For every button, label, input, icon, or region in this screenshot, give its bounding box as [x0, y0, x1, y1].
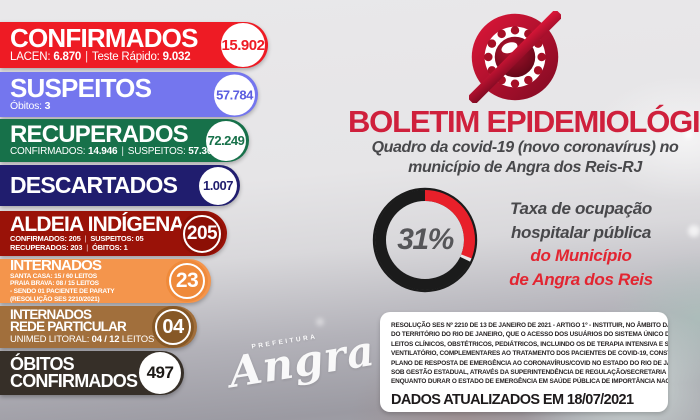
row-subtitle: Óbitos: 3 — [10, 100, 206, 112]
detail-value: 05 — [135, 234, 144, 244]
occupancy-line1: Taxa de ocupação — [510, 199, 652, 218]
detail-value: 3 — [44, 100, 51, 113]
occupancy-donut-gauge: 31% — [371, 186, 479, 294]
separator: | — [86, 243, 88, 253]
stat-row-internados: INTERNADOS SANTA CASA: 15 / 60 LEITOS PR… — [0, 256, 211, 303]
row-title: CONFIRMADOS — [10, 23, 198, 54]
badge-number: 23 — [175, 269, 199, 292]
row-subtitle: - SENDO 01 PACIENTE DE PARATY — [10, 287, 115, 295]
detail-value: 6.870 — [53, 50, 82, 63]
stat-row-internados-particular: INTERNADOS REDE PARTICULAR UNIMED LITORA… — [0, 306, 197, 348]
detail-value: 14.946 — [87, 146, 118, 158]
occupancy-label: Taxa de ocupação hospitalar pública do M… — [486, 197, 676, 291]
bokeh-dot — [688, 225, 700, 237]
row-title: DESCARTADOS — [10, 171, 178, 198]
separator: | — [84, 234, 87, 244]
row-subtitle: (RESOLUÇÃO SES 2210/2021) — [10, 295, 100, 303]
detail-value: 57.303 — [188, 146, 218, 158]
occupancy-line2: hospitalar pública — [510, 222, 652, 242]
count-badge: 57.784 — [214, 74, 255, 115]
no-virus-icon — [466, 8, 564, 106]
row-subtitle: SANTA CASA: 15 / 60 LEITOS — [10, 272, 98, 280]
row-subtitle: UNIMED LITORAL: 04 / 12 LEITOS — [10, 334, 154, 346]
detail-label: LACEN: — [10, 50, 54, 63]
count-badge: 15.902 — [221, 23, 265, 67]
stat-row-suspeitos: SUSPEITOS Óbitos: 3 57.784 — [0, 72, 258, 117]
count-badge: 1.007 — [199, 166, 237, 205]
legal-text-line: LEITOS CLÍNICOS, OBSTÉTRICOS, PEDIÁTRICO… — [391, 340, 668, 348]
prefeitura-angra-watermark: PREFEITURA Angra — [225, 325, 379, 398]
detail-label: Óbitos: — [10, 100, 45, 113]
watermark-angra: Angra — [225, 325, 379, 398]
legal-text-line: DO TERRITÓRIO DO RIO DE JANEIRO, QUE O A… — [391, 331, 668, 339]
row-title: INTERNADOS — [10, 306, 92, 322]
badge-number: 205 — [186, 222, 218, 244]
row-subtitle: RECUPERADOS: 203 | ÓBITOS: 1 — [10, 243, 175, 252]
detail-value: 205 — [68, 234, 81, 244]
row-title: REDE PARTICULAR — [10, 319, 127, 334]
gauge-percent: 31% — [397, 223, 454, 256]
detail-label: CONFIRMADOS: — [10, 146, 88, 158]
separator: | — [85, 50, 88, 63]
detail-suffix: LEITOS — [119, 334, 155, 346]
badge-number: 15.902 — [221, 36, 265, 54]
row-subtitle: CONFIRMADOS: 14.946 | SUSPEITOS: 57.303 — [10, 146, 218, 158]
detail-value: 04 / 12 — [91, 334, 120, 346]
row-subtitle: PRAIA BRAVA: 08 / 15 LEITOS — [10, 280, 99, 288]
badge-number: 72.249 — [207, 133, 245, 148]
page-title: BOLETIM EPIDEMIOLÓGICO — [348, 104, 700, 139]
separator: | — [121, 146, 124, 158]
stat-row-recuperados: RECUPERADOS CONFIRMADOS: 14.946 | SUSPEITO… — [0, 119, 249, 162]
badge-number: 497 — [146, 363, 174, 382]
row-title: RECUPERADOS — [10, 120, 189, 148]
count-badge: 23 — [166, 260, 208, 302]
detail-value: 1 — [123, 243, 128, 253]
occupancy-line4: de Angra dos Reis — [509, 269, 653, 289]
row-title: ÓBITOS — [10, 354, 75, 375]
page-subtitle-line2: município de Angra dos Reis-RJ — [408, 159, 642, 176]
detail-value: 203 — [70, 243, 83, 253]
detail-label: CONFIRMADOS: — [10, 234, 69, 244]
detail-label: Teste Rápido: — [91, 50, 163, 63]
detail-label: SUSPEITOS: — [127, 146, 189, 158]
bokeh-dot — [684, 130, 693, 139]
detail-label: SUSPEITOS: — [90, 234, 136, 244]
row-title: SUSPEITOS — [10, 72, 152, 103]
badge-number: 1.007 — [202, 178, 234, 193]
stat-row-aldeia-indigena: ALDEIA INDÍGENA CONFIRMADOS: 205 | SUSPEIT… — [0, 211, 227, 256]
data-updated-label: DADOS ATUALIZADOS EM 18/07/2021 — [391, 391, 634, 408]
detail-label: ÓBITOS: — [92, 243, 124, 253]
legal-info-card: RESOLUÇÃO SES Nº 2210 DE 13 DE JANEIRO D… — [380, 312, 668, 412]
row-title: INTERNADOS — [10, 256, 102, 274]
count-badge: 497 — [139, 352, 181, 394]
badge-number: 04 — [162, 315, 184, 338]
legal-text-line: RESOLUÇÃO SES Nº 2210 DE 13 DE JANEIRO D… — [391, 322, 668, 329]
page-subtitle-line1: Quadro da covid-19 (novo coronavírus) no — [371, 139, 679, 156]
detail-label: UNIMED LITORAL: — [10, 334, 92, 346]
row-subtitle: LACEN: 6.870 | Teste Rápido: 9.032 — [10, 51, 216, 63]
count-badge: 72.249 — [206, 120, 246, 161]
count-badge: 04 — [152, 306, 194, 348]
row-title: ALDEIA INDÍGENA — [10, 212, 185, 236]
stat-row-confirmados: CONFIRMADOS LACEN: 6.870 | Teste Rápido: 9… — [0, 22, 268, 68]
stat-row-obitos-confirmados: ÓBITOS CONFIRMADOS 497 — [0, 351, 184, 395]
detail-value: 9.032 — [162, 50, 191, 63]
legal-text-line: PLANO DE RESPOSTA DE EMERGÊNCIA AO CORON… — [391, 359, 668, 367]
stat-row-descartados: DESCARTADOS 1.007 — [0, 165, 240, 206]
row-title: CONFIRMADOS — [10, 371, 138, 391]
legal-text-line: ENQUANTO DURAR O ESTADO DE EMERGÊNCIA EM… — [391, 378, 668, 386]
legal-text-line: VENTILATÓRIO, COMPLEMENTARES AO TRATAMEN… — [391, 350, 668, 358]
detail-label: RECUPERADOS: — [10, 243, 71, 253]
row-subtitle: CONFIRMADOS: 205 | SUSPEITOS: 05 — [10, 234, 175, 243]
legal-text-line: SOB GESTÃO ESTADUAL, ATRAVÉS DA SUPERINT… — [391, 369, 668, 377]
count-badge: 205 — [180, 211, 224, 256]
bokeh-dot — [316, 318, 324, 326]
occupancy-line3: do Município — [530, 246, 632, 265]
badge-number: 57.784 — [216, 87, 253, 102]
